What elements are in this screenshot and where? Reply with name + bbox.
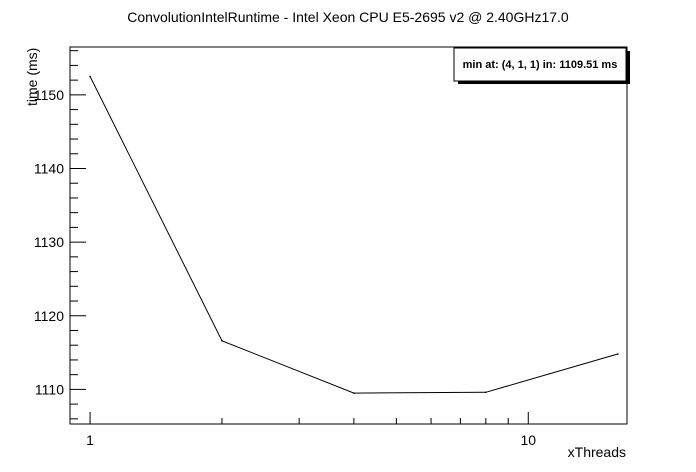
data-point	[221, 339, 223, 342]
series-line	[89, 76, 618, 394]
y-tick-label: 1120	[34, 308, 64, 324]
y-tick-label: 1110	[35, 381, 64, 397]
y-axis-tick-labels: 1110 1120 1130 1140 1150	[34, 87, 64, 398]
stats-box-frame	[453, 47, 627, 82]
y-axis-label: time (ms)	[24, 48, 40, 106]
chart-title: ConvolutionIntelRuntime - Intel Xeon CPU…	[127, 9, 569, 25]
data-point	[616, 353, 619, 355]
y-tick-label: 1150	[34, 87, 64, 103]
x-axis-tick-labels: 1 10	[86, 432, 536, 448]
stats-box-text: min at: (4, 1, 1) in: 1109.51 ms	[463, 59, 618, 71]
x-tick-label: 10	[520, 432, 536, 448]
x-axis-label: xThreads	[568, 444, 626, 460]
data-point	[484, 391, 487, 394]
plot-frame	[69, 46, 628, 425]
y-tick-label: 1130	[34, 234, 64, 250]
stats-box: min at: (4, 1, 1) in: 1109.51 ms	[453, 47, 630, 84]
x-tick-label: 1	[86, 432, 94, 448]
series-group	[89, 75, 619, 394]
y-axis-ticks	[70, 50, 86, 420]
x-axis-ticks	[89, 412, 529, 424]
data-point	[89, 75, 91, 78]
y-tick-label: 1140	[34, 160, 64, 176]
data-point	[353, 392, 355, 394]
